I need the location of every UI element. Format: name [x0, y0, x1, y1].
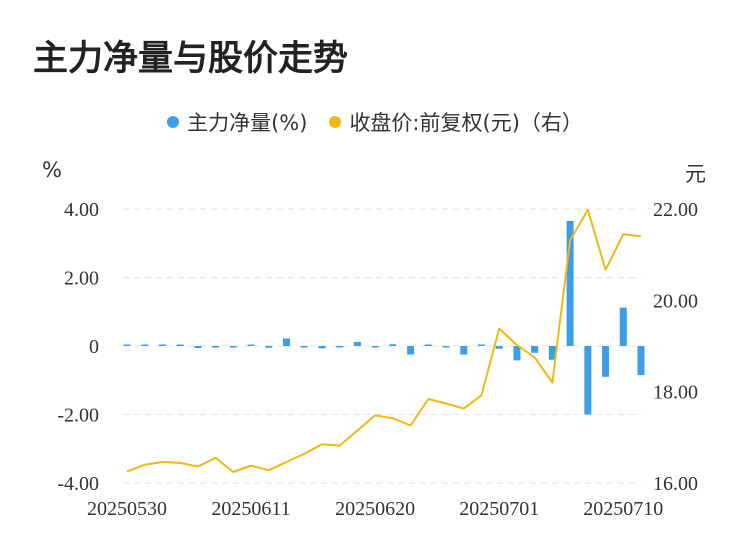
x-tick-label: 20250530: [87, 498, 167, 520]
bar: [265, 346, 273, 348]
price-line: [126, 208, 642, 473]
bar: [353, 341, 361, 346]
bar: [531, 346, 539, 353]
bar: [389, 344, 397, 346]
bar: [318, 346, 326, 349]
legend-item-net-flow[interactable]: 主力净量(%): [167, 107, 307, 137]
legend: 主力净量(%) 收盘价:前复权(元)（右）: [0, 107, 750, 137]
bar: [247, 344, 255, 346]
right-tick-label: 20.00: [653, 290, 698, 312]
right-tick-label: 16.00: [653, 473, 698, 495]
left-tick-label: 4.00: [64, 199, 99, 221]
right-tick-label: 22.00: [653, 199, 698, 221]
bar: [300, 346, 308, 348]
x-tick-label: 20250620: [335, 498, 415, 520]
legend-label-net-flow: 主力净量(%): [187, 111, 308, 135]
bar: [141, 344, 149, 346]
bar: [229, 346, 237, 348]
bar: [407, 346, 415, 355]
left-tick-label: 2.00: [64, 268, 99, 290]
bar: [619, 307, 627, 346]
legend-item-close-price[interactable]: 收盘价:前复权(元)（右）: [329, 107, 583, 137]
left-axis-unit: %: [42, 158, 62, 182]
left-tick-label: 0: [89, 336, 99, 358]
bar: [548, 346, 556, 360]
bar: [158, 344, 166, 346]
left-tick-label: -4.00: [57, 473, 99, 495]
bar: [336, 346, 344, 348]
bar: [123, 344, 131, 346]
bar: [513, 346, 521, 361]
bar: [602, 346, 610, 377]
bar: [283, 338, 291, 346]
legend-dot-net-flow: [167, 116, 180, 128]
x-tick-label: 20250611: [211, 498, 290, 520]
x-tick-label: 20250710: [583, 498, 663, 520]
bar: [194, 346, 202, 349]
bar: [460, 346, 468, 355]
bar: [371, 346, 379, 348]
bar: [424, 344, 432, 346]
right-axis-unit: 元: [685, 162, 706, 186]
x-tick-label: 20250701: [459, 498, 539, 520]
right-tick-label: 18.00: [653, 382, 698, 404]
bar: [176, 344, 184, 346]
bar: [495, 346, 503, 349]
legend-label-close-price: 收盘价:前复权(元)（右）: [349, 111, 583, 135]
bar: [442, 346, 450, 348]
bar: [566, 220, 574, 346]
bar: [584, 346, 592, 415]
bar: [477, 344, 485, 346]
bar: [212, 346, 220, 348]
bar: [637, 346, 645, 376]
left-tick-label: -2.00: [57, 405, 99, 427]
legend-dot-close-price: [329, 116, 342, 128]
chart-title: 主力净量与股价走势: [33, 39, 349, 79]
